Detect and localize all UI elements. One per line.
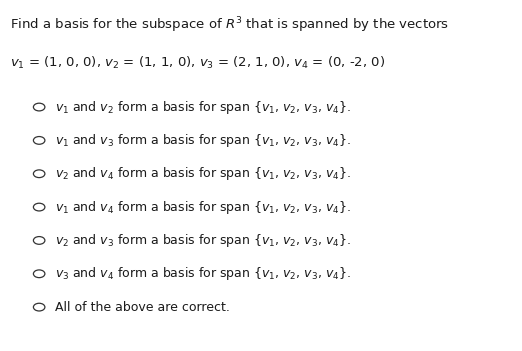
Text: $v_1$ = (1, 0, 0), $v_2$ = (1, 1, 0), $v_3$ = (2, 1, 0), $v_4$ = (0, -2, 0): $v_1$ = (1, 0, 0), $v_2$ = (1, 1, 0), $v… (10, 54, 386, 71)
Text: $v_1$ and $v_2$ form a basis for span {$v_1$, $v_2$, $v_3$, $v_4$}.: $v_1$ and $v_2$ form a basis for span {$… (55, 99, 351, 115)
Text: $v_2$ and $v_4$ form a basis for span {$v_1$, $v_2$, $v_3$, $v_4$}.: $v_2$ and $v_4$ form a basis for span {$… (55, 165, 351, 182)
Text: $v_2$ and $v_3$ form a basis for span {$v_1$, $v_2$, $v_3$, $v_4$}.: $v_2$ and $v_3$ form a basis for span {$… (55, 232, 351, 249)
Text: $v_1$ and $v_3$ form a basis for span {$v_1$, $v_2$, $v_3$, $v_4$}.: $v_1$ and $v_3$ form a basis for span {$… (55, 132, 351, 149)
Text: $v_3$ and $v_4$ form a basis for span {$v_1$, $v_2$, $v_3$, $v_4$}.: $v_3$ and $v_4$ form a basis for span {$… (55, 265, 351, 282)
Text: $v_1$ and $v_4$ form a basis for span {$v_1$, $v_2$, $v_3$, $v_4$}.: $v_1$ and $v_4$ form a basis for span {$… (55, 199, 351, 216)
Text: Find a basis for the subspace of $R^3$ that is spanned by the vectors: Find a basis for the subspace of $R^3$ t… (10, 16, 449, 35)
Text: All of the above are correct.: All of the above are correct. (55, 300, 230, 314)
